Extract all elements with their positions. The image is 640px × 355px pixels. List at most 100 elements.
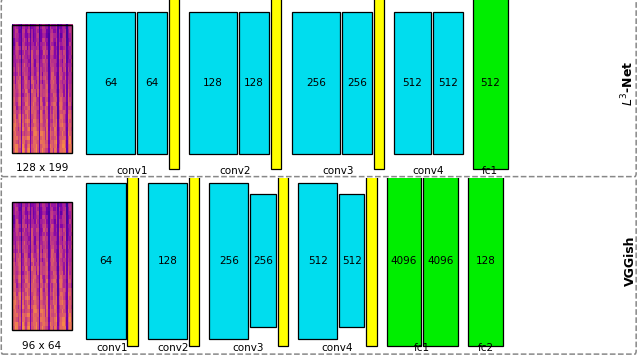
- Bar: [168, 0, 179, 169]
- Bar: [61, 71, 63, 76]
- Bar: [71, 278, 72, 283]
- Bar: [19, 37, 21, 42]
- Bar: [60, 325, 62, 330]
- Bar: [67, 312, 68, 317]
- Bar: [54, 321, 56, 326]
- Bar: [18, 214, 19, 219]
- Bar: [12, 41, 13, 46]
- Bar: [39, 114, 40, 119]
- Bar: [45, 304, 47, 309]
- Bar: [67, 126, 68, 131]
- Bar: [49, 283, 51, 288]
- Bar: [16, 266, 18, 271]
- Text: fc1: fc1: [483, 166, 499, 176]
- Bar: [24, 97, 26, 102]
- Bar: [33, 75, 35, 80]
- Bar: [19, 253, 21, 258]
- Bar: [29, 206, 31, 211]
- Bar: [16, 28, 18, 33]
- Bar: [28, 300, 30, 305]
- Bar: [20, 45, 22, 50]
- Text: 256: 256: [219, 256, 239, 266]
- Bar: [56, 278, 58, 283]
- Bar: [49, 321, 51, 326]
- Bar: [33, 228, 35, 232]
- Bar: [48, 126, 50, 131]
- Bar: [31, 321, 33, 326]
- Bar: [49, 325, 51, 330]
- Bar: [27, 219, 28, 224]
- Bar: [67, 109, 68, 114]
- Bar: [31, 244, 33, 249]
- Bar: [52, 131, 54, 136]
- Bar: [13, 317, 15, 322]
- Bar: [37, 214, 39, 219]
- Bar: [36, 101, 38, 106]
- Bar: [35, 80, 36, 84]
- Bar: [51, 236, 52, 241]
- Bar: [60, 304, 62, 309]
- Bar: [47, 278, 48, 283]
- FancyBboxPatch shape: [1, 177, 636, 354]
- Bar: [65, 236, 67, 241]
- Bar: [48, 67, 50, 72]
- Bar: [18, 54, 19, 59]
- Bar: [61, 312, 63, 317]
- Bar: [25, 75, 27, 80]
- Bar: [16, 54, 18, 59]
- Bar: [24, 210, 26, 215]
- Bar: [16, 37, 18, 42]
- Bar: [31, 126, 33, 131]
- Bar: [12, 223, 13, 228]
- Bar: [27, 45, 28, 50]
- Bar: [68, 139, 70, 144]
- Bar: [52, 92, 54, 97]
- Bar: [69, 228, 71, 232]
- Bar: [36, 118, 38, 123]
- Bar: [19, 321, 21, 326]
- Bar: [29, 75, 31, 80]
- Bar: [71, 33, 72, 38]
- Bar: [394, 12, 431, 154]
- Bar: [33, 33, 35, 38]
- Bar: [24, 109, 26, 114]
- Bar: [61, 278, 63, 283]
- Bar: [57, 325, 59, 330]
- Text: $L^3$-Net: $L^3$-Net: [620, 61, 637, 106]
- Bar: [60, 84, 62, 89]
- Bar: [48, 202, 50, 207]
- Bar: [44, 248, 45, 253]
- Bar: [31, 240, 33, 245]
- Bar: [36, 58, 38, 63]
- Bar: [27, 122, 28, 127]
- Bar: [51, 228, 52, 232]
- Bar: [40, 148, 42, 153]
- Text: 128: 128: [157, 256, 177, 266]
- Bar: [40, 287, 42, 292]
- Bar: [65, 228, 67, 232]
- Bar: [31, 274, 33, 279]
- Bar: [13, 202, 15, 207]
- Bar: [52, 97, 54, 102]
- Bar: [13, 274, 15, 279]
- Bar: [16, 278, 18, 283]
- Bar: [69, 24, 71, 29]
- Bar: [24, 118, 26, 123]
- Bar: [18, 28, 19, 33]
- Bar: [29, 266, 31, 271]
- Bar: [22, 109, 24, 114]
- Bar: [36, 84, 38, 89]
- Bar: [45, 80, 47, 84]
- Bar: [63, 67, 65, 72]
- Bar: [48, 50, 50, 55]
- Bar: [49, 287, 51, 292]
- Bar: [67, 308, 68, 313]
- Bar: [68, 278, 70, 283]
- Bar: [49, 97, 51, 102]
- Bar: [65, 231, 67, 236]
- Bar: [63, 126, 65, 131]
- Bar: [49, 118, 51, 123]
- Bar: [47, 139, 48, 144]
- Bar: [22, 97, 24, 102]
- Bar: [44, 105, 45, 110]
